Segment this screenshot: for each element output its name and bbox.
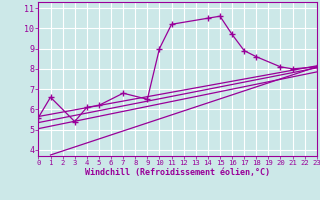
X-axis label: Windchill (Refroidissement éolien,°C): Windchill (Refroidissement éolien,°C) [85,168,270,177]
